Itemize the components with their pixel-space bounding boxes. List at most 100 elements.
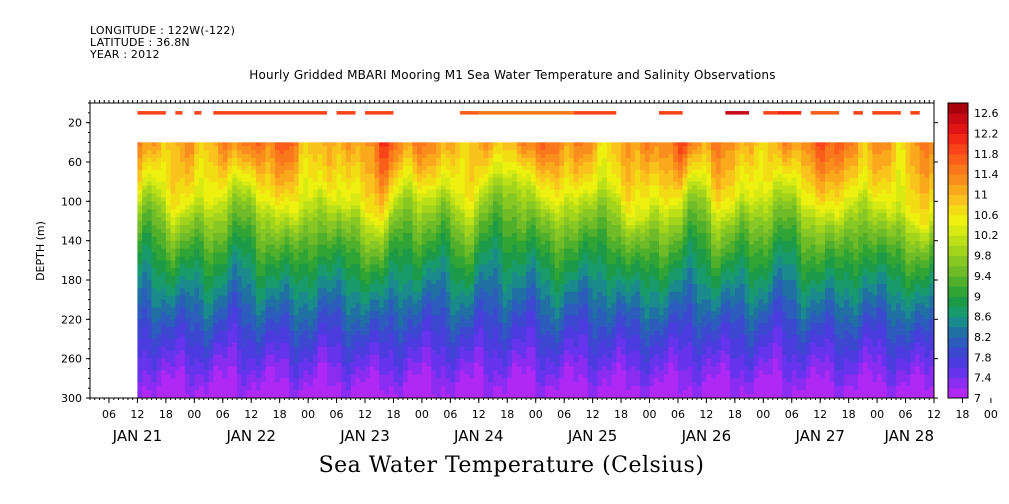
temperature-cell — [365, 169, 371, 175]
temperature-cell — [450, 272, 456, 277]
temperature-cell — [213, 323, 219, 328]
temperature-cell — [165, 228, 172, 234]
temperature-cell — [189, 181, 195, 187]
temperature-cell — [474, 378, 480, 383]
temperature-cell — [284, 311, 290, 316]
temperature-cell — [142, 189, 148, 195]
temperature-cell — [265, 248, 271, 254]
temperature-cell — [203, 201, 210, 206]
temperature-cell — [265, 295, 271, 301]
temperature-cell — [464, 339, 470, 344]
temperature-cell — [170, 323, 176, 328]
temperature-cell — [493, 315, 499, 320]
temperature-cell — [312, 374, 319, 379]
temperature-cell — [236, 150, 243, 155]
temperature-cell — [336, 209, 342, 214]
temperature-cell — [317, 331, 323, 336]
temperature-cell — [346, 177, 352, 183]
temperature-cell — [312, 362, 319, 368]
temperature-cell — [232, 335, 238, 340]
temperature-cell — [222, 236, 229, 242]
temperature-cell — [436, 319, 442, 324]
temperature-cell — [455, 150, 461, 155]
temperature-cell — [374, 232, 380, 238]
temperature-cell — [478, 323, 485, 328]
temperature-cell — [317, 197, 323, 202]
temperature-cell — [165, 390, 172, 395]
temperature-cell — [227, 331, 233, 336]
temperature-cell — [322, 197, 328, 202]
temperature-cell — [265, 165, 271, 171]
temperature-cell — [203, 354, 210, 360]
temperature-cell — [407, 370, 414, 375]
temperature-cell — [336, 256, 342, 261]
temperature-cell — [175, 335, 181, 340]
temperature-cell — [170, 386, 176, 391]
temperature-cell — [436, 374, 442, 379]
temperature-cell — [388, 378, 395, 383]
temperature-cell — [180, 319, 186, 324]
temperature-cell — [440, 350, 447, 356]
temperature-cell — [170, 142, 176, 147]
temperature-cell — [393, 228, 399, 234]
temperature-cell — [431, 209, 437, 214]
temperature-cell — [170, 252, 176, 257]
temperature-cell — [322, 315, 328, 320]
temperature-cell — [398, 205, 404, 210]
temperature-cell — [317, 185, 323, 191]
temperature-cell — [227, 158, 233, 163]
temperature-cell — [412, 323, 418, 328]
temperature-cell — [241, 295, 248, 301]
temperature-cell — [222, 331, 229, 336]
temperature-cell — [255, 276, 262, 281]
temperature-cell — [213, 142, 219, 147]
temperature-cell — [417, 264, 423, 269]
temperature-cell — [189, 382, 195, 387]
temperature-cell — [317, 173, 323, 179]
temperature-cell — [184, 303, 191, 309]
temperature-cell — [464, 370, 470, 375]
temperature-cell — [360, 189, 366, 195]
temperature-cell — [241, 394, 248, 398]
temperature-cell — [303, 185, 309, 191]
temperature-cell — [246, 146, 252, 151]
temperature-cell — [488, 221, 494, 226]
temperature-cell — [455, 240, 461, 246]
temperature-cell — [180, 394, 186, 398]
temperature-cell — [170, 150, 176, 155]
temperature-cell — [208, 236, 214, 242]
temperature-cell — [464, 252, 470, 257]
temperature-cell — [208, 283, 214, 289]
temperature-cell — [218, 307, 224, 313]
temperature-cell — [379, 193, 385, 198]
temperature-cell — [450, 370, 456, 375]
temperature-cell — [246, 189, 252, 195]
temperature-cell — [478, 217, 485, 222]
temperature-cell — [279, 221, 285, 226]
temperature-cell — [346, 162, 352, 167]
temperature-cell — [298, 346, 304, 352]
temperature-cell — [322, 354, 328, 360]
temperature-cell — [194, 339, 200, 344]
temperature-cell — [388, 197, 395, 202]
temperature-cell — [189, 327, 195, 332]
temperature-cell — [374, 354, 380, 360]
temperature-cell — [355, 224, 361, 230]
temperature-cell — [497, 209, 504, 214]
temperature-cell — [303, 240, 309, 246]
temperature-cell — [236, 386, 243, 391]
temperature-cell — [236, 366, 243, 372]
temperature-cell — [402, 382, 409, 387]
temperature-cell — [180, 276, 186, 281]
temperature-cell — [151, 394, 157, 398]
temperature-cell — [184, 280, 191, 285]
temperature-cell — [341, 169, 347, 175]
temperature-cell — [440, 342, 447, 348]
temperature-cell — [312, 390, 319, 395]
temperature-cell — [369, 362, 376, 368]
temperature-cell — [327, 276, 333, 281]
temperature-cell — [445, 150, 451, 155]
temperature-cell — [289, 201, 295, 206]
temperature-cell — [336, 150, 342, 155]
temperature-cell — [365, 177, 371, 183]
